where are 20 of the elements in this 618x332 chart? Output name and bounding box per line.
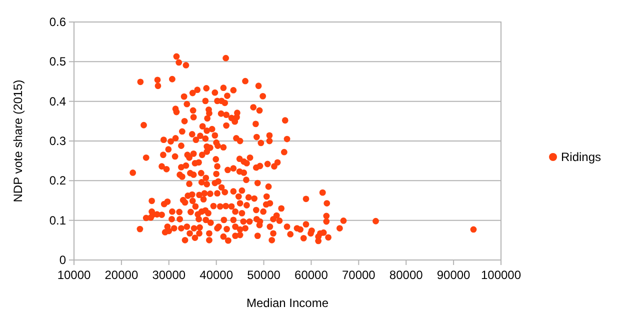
x-tick-label: 90000	[436, 268, 471, 282]
x-tick-label: 80000	[389, 268, 424, 282]
y-tick-label: 0.6	[49, 15, 66, 29]
x-tick-label: 30000	[152, 268, 186, 282]
y-tick-label: 0.1	[49, 213, 66, 228]
x-tick-label: 100000	[480, 268, 522, 282]
x-tick-label: 10000	[57, 268, 92, 282]
y-axis-title: NDP vote share (2015)	[11, 80, 25, 202]
y-tick-label: 0.2	[49, 174, 66, 188]
x-tick-label: 60000	[294, 268, 328, 282]
x-axis-title: Median Income	[246, 296, 329, 310]
y-tick-label: 0.5	[49, 54, 66, 69]
x-tick-label: 70000	[342, 268, 376, 282]
x-tick-label: 50000	[247, 268, 281, 282]
y-tick-label: 0.4	[49, 94, 66, 108]
y-tick-label: 0.3	[49, 134, 66, 148]
y-tick-label: 0	[59, 253, 66, 267]
x-tick-label: 20000	[104, 268, 138, 282]
legend-label: Ridings	[561, 150, 602, 164]
x-tick-label: 40000	[200, 268, 234, 282]
